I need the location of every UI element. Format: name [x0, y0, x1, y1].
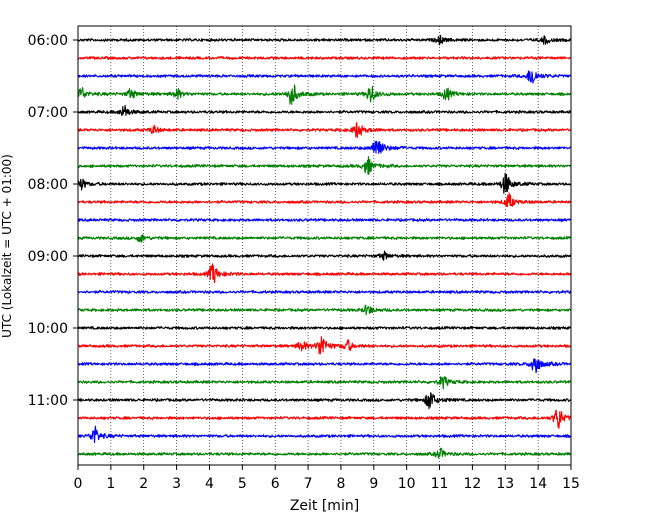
seismic-trace [77, 326, 572, 331]
x-tick-label: 15 [562, 476, 580, 492]
seismic-trace [77, 122, 572, 139]
y-tick-label: 06:00 [28, 33, 68, 49]
seismic-trace [77, 289, 572, 295]
seismic-trace [77, 358, 572, 374]
seismic-trace [77, 263, 572, 284]
x-tick-label: 0 [74, 476, 83, 492]
x-tick-label: 14 [529, 476, 547, 492]
seismic-trace [77, 70, 572, 84]
y-tick-label: 09:00 [28, 249, 68, 265]
seismic-trace [77, 140, 572, 154]
plot-frame [77, 25, 572, 466]
seismic-trace [77, 409, 572, 429]
x-tick-label: 8 [336, 476, 345, 492]
x-tick-label: 12 [463, 476, 481, 492]
seismic-trace [77, 84, 572, 105]
seismic-trace [77, 447, 572, 459]
x-tick-label: 1 [106, 476, 115, 492]
y-tick-label: 10:00 [28, 321, 68, 337]
y-tick-label: 11:00 [28, 393, 68, 409]
x-tick-label: 11 [431, 476, 449, 492]
seismic-trace [77, 336, 572, 355]
seismic-trace [77, 104, 572, 117]
seismic-trace [77, 218, 572, 222]
x-tick-label: 4 [205, 476, 214, 492]
seismic-trace [77, 392, 572, 410]
x-axis-label: Zeit [min] [290, 498, 359, 514]
seismic-trace [77, 172, 572, 194]
seismic-trace [77, 34, 572, 46]
seismic-trace [77, 425, 572, 444]
x-tick-label: 3 [172, 476, 181, 492]
x-tick-label: 13 [496, 476, 514, 492]
y-tick-label: 07:00 [28, 105, 68, 121]
x-ticks: 0 1 2 3 4 5 6 7 8 9 10 11 12 13 14 15 [74, 465, 580, 492]
seismic-trace [77, 55, 572, 60]
x-tick-label: 7 [304, 476, 313, 492]
trace-lines [77, 34, 572, 459]
x-tick-label: 9 [369, 476, 378, 492]
y-ticks: 06:00 07:00 08:00 09:00 10:00 11:00 [28, 33, 78, 409]
x-tick-label: 10 [398, 476, 416, 492]
y-tick-label: 08:00 [28, 177, 68, 193]
seismic-trace [77, 234, 572, 243]
seismic-trace [77, 156, 572, 175]
grid-lines [110, 26, 539, 465]
seismic-trace [77, 192, 572, 207]
seismic-trace [77, 376, 572, 390]
seismic-trace [77, 304, 572, 316]
x-tick-label: 2 [139, 476, 148, 492]
y-axis-label: UTC (Lokalzeit = UTC + 01:00) [0, 154, 14, 338]
x-tick-label: 5 [238, 476, 247, 492]
x-tick-label: 6 [271, 476, 280, 492]
seismic-trace [77, 250, 572, 261]
